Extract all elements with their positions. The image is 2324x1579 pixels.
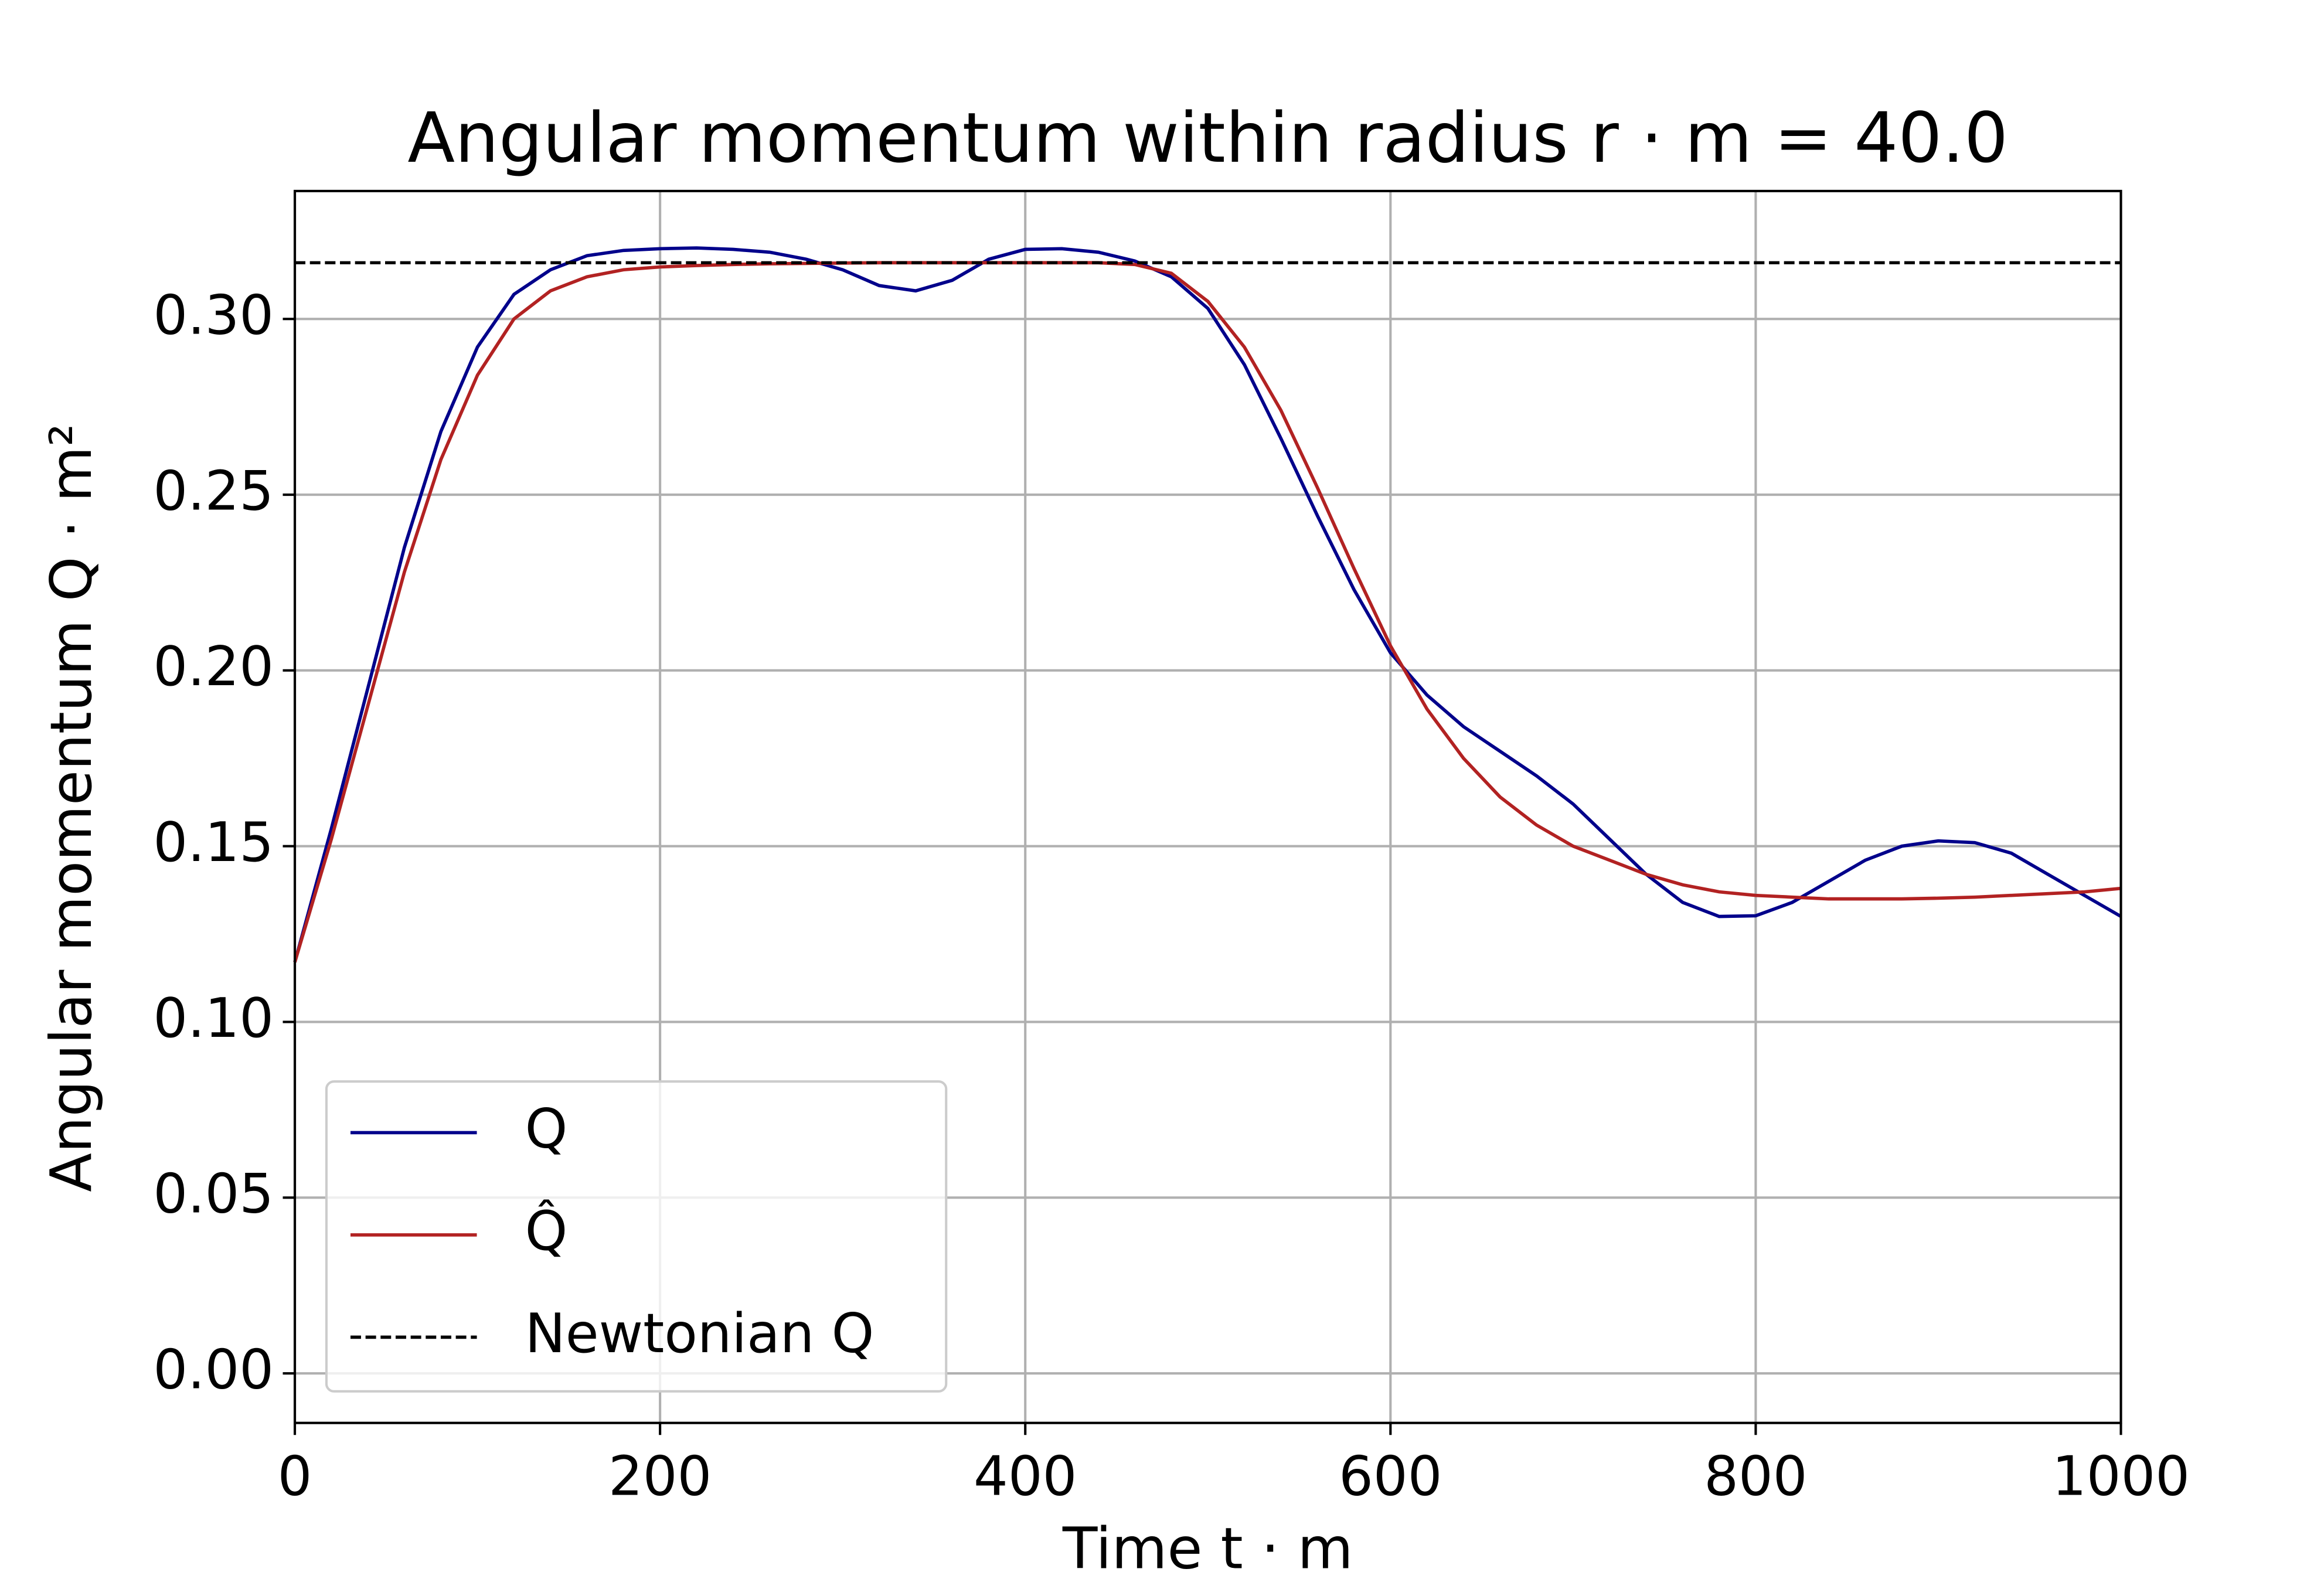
y-tick-label: 0.15: [153, 811, 274, 874]
legend-box: [325, 1080, 948, 1393]
legend-label: Q: [525, 1097, 568, 1161]
legend-label: Q̂: [525, 1199, 568, 1262]
y-tick-label: 0.30: [153, 284, 274, 347]
y-tick-label: 0.10: [153, 986, 274, 1050]
y-tick-label: 0.25: [153, 459, 274, 522]
y-tick-label: 0.05: [153, 1162, 274, 1226]
legend-label: Newtonian Q: [525, 1302, 875, 1365]
x-tick-label: 400: [974, 1445, 1077, 1508]
y-tick-label: 0.20: [153, 635, 274, 698]
chart-title: Angular momentum within radius r · m = 4…: [407, 97, 2008, 178]
data-line: [293, 246, 2122, 963]
plot-frame: [293, 189, 2122, 1424]
x-tick-label: 800: [1704, 1445, 1807, 1508]
data-line: [293, 261, 2121, 963]
x-tick-label: 600: [1339, 1445, 1442, 1508]
y-tick-label: 0.00: [153, 1338, 274, 1401]
x-tick-label: 0: [278, 1445, 312, 1508]
y-axis-label: Angular momentum Q · m²: [38, 423, 104, 1192]
x-tick-label: 200: [608, 1445, 712, 1508]
x-axis-label: Time t · m: [1062, 1515, 1353, 1577]
x-tick-label: 1000: [2052, 1445, 2190, 1508]
